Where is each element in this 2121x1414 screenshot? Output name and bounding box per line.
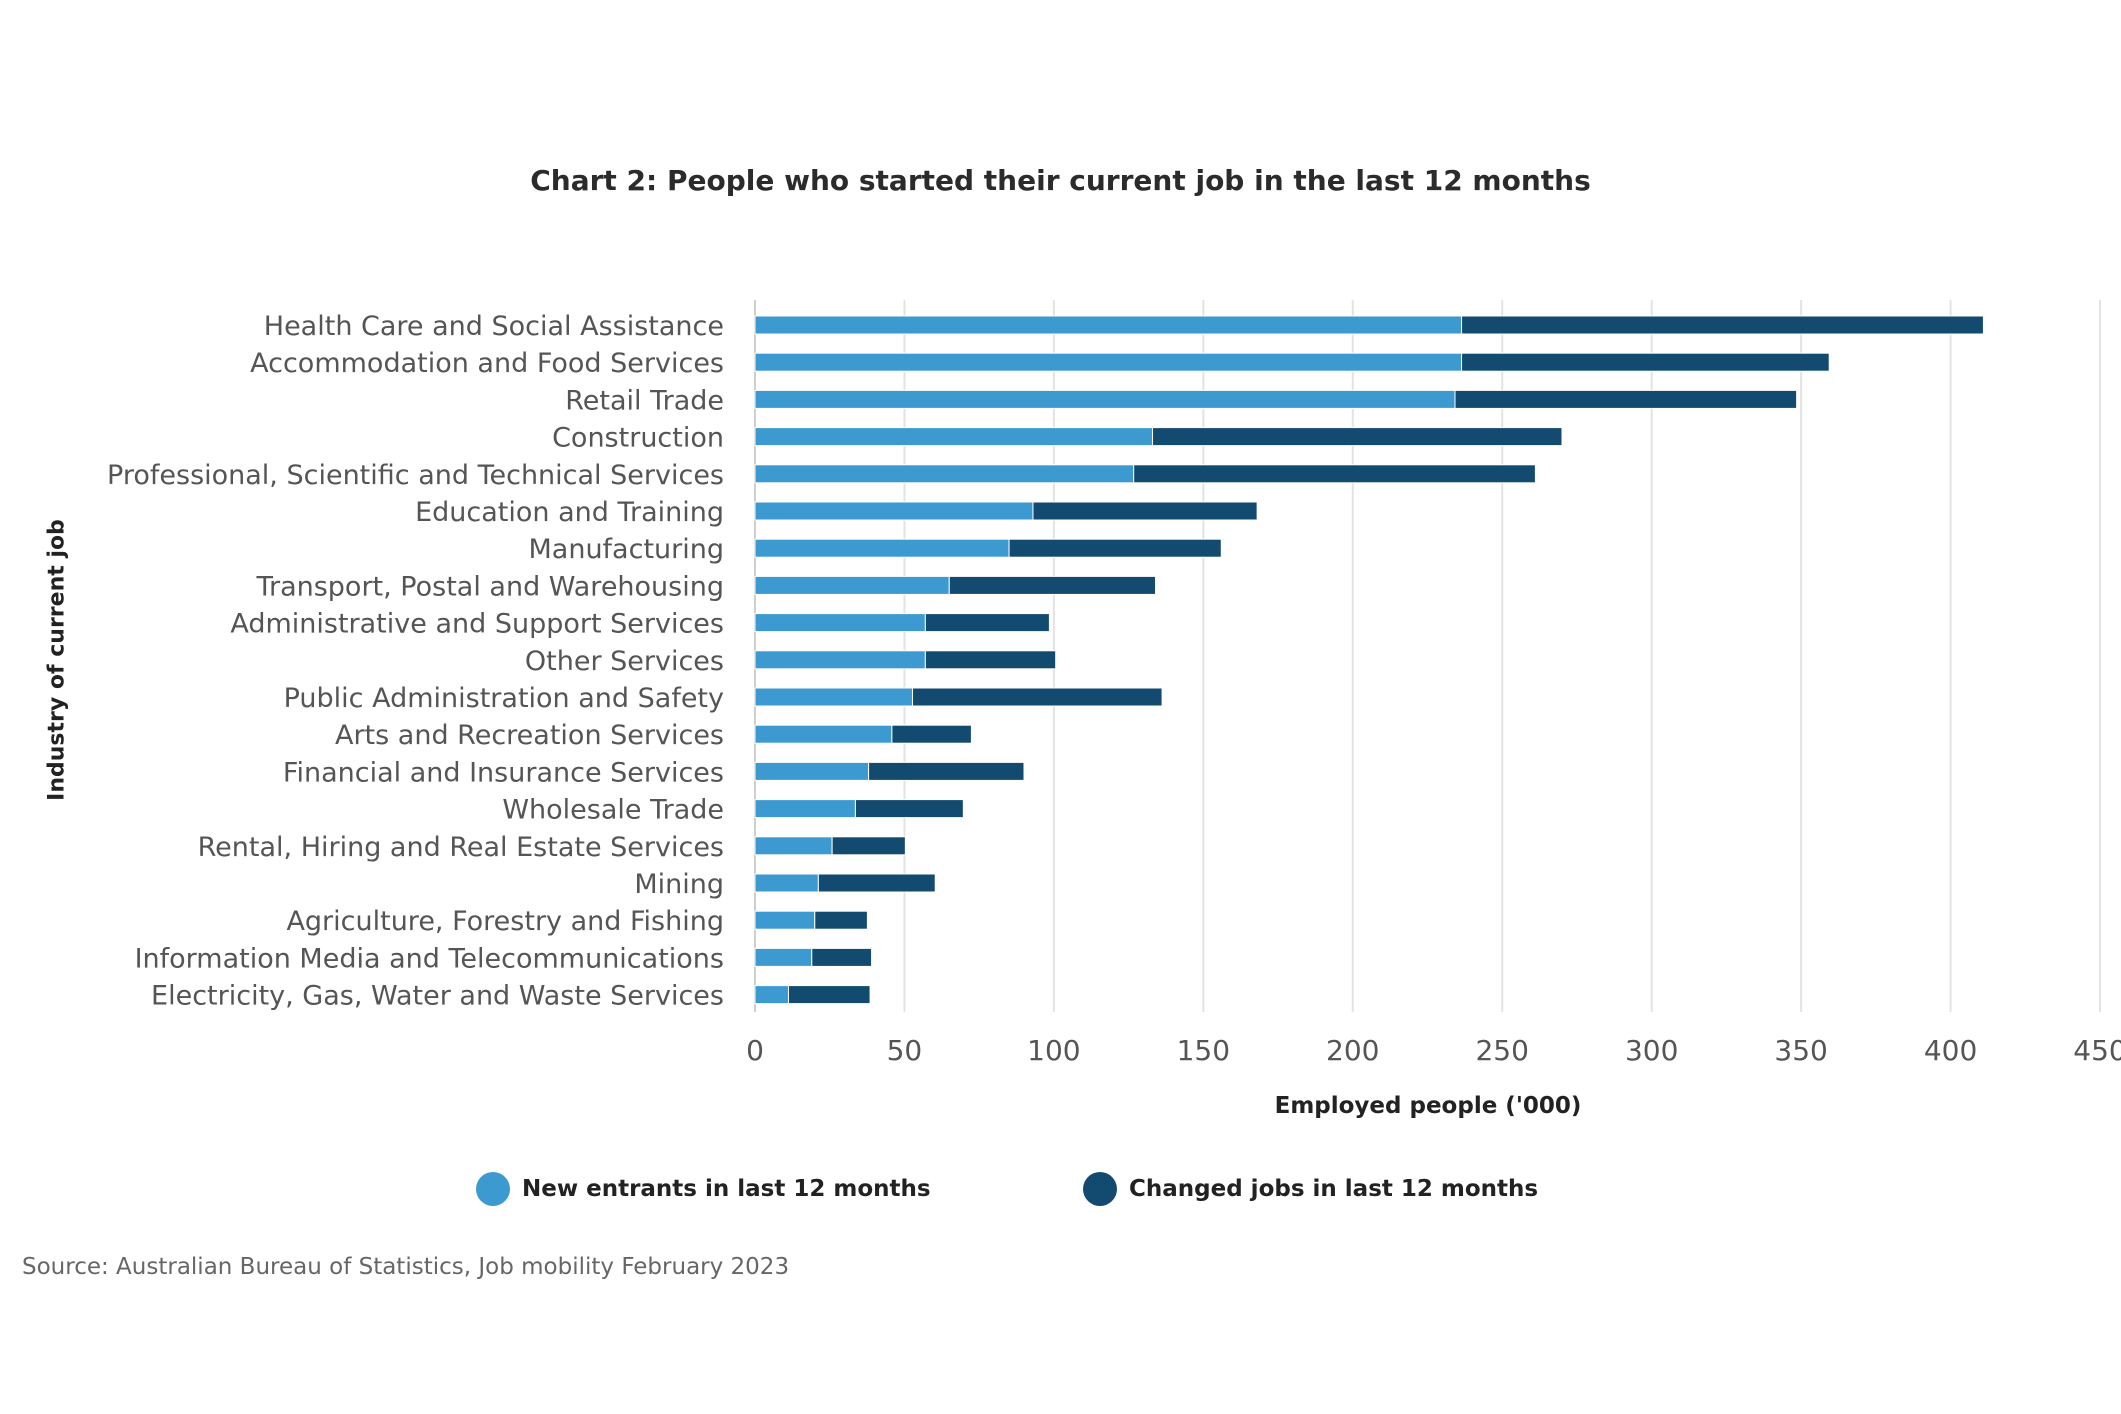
x-tick-label: 250 bbox=[1475, 1034, 1528, 1067]
bar-changed-jobs bbox=[1008, 538, 1222, 558]
y-tick-label: Electricity, Gas, Water and Waste Servic… bbox=[151, 981, 724, 1012]
bar-changed-jobs bbox=[854, 799, 964, 819]
y-tick-label: Retail Trade bbox=[565, 385, 724, 416]
x-tick-label: 0 bbox=[746, 1034, 764, 1067]
bar-changed-jobs bbox=[1152, 427, 1563, 447]
bar-new-entrants bbox=[754, 687, 914, 707]
legend-label: Changed jobs in last 12 months bbox=[1129, 1176, 1539, 1202]
chart-title: Chart 2: People who started their curren… bbox=[530, 164, 1591, 197]
bar-changed-jobs bbox=[1461, 315, 1984, 335]
y-tick-label: Wholesale Trade bbox=[502, 795, 724, 826]
bar-changed-jobs bbox=[787, 985, 871, 1005]
x-tick-label: 50 bbox=[887, 1034, 923, 1067]
bar-new-entrants bbox=[754, 873, 819, 893]
y-tick-label: Construction bbox=[552, 423, 724, 454]
bar-new-entrants bbox=[754, 910, 816, 930]
x-tick-label: 200 bbox=[1326, 1034, 1379, 1067]
bar-changed-jobs bbox=[924, 613, 1050, 633]
bar-new-entrants bbox=[754, 427, 1154, 447]
bar-changed-jobs bbox=[1461, 352, 1830, 372]
bar-changed-jobs bbox=[924, 650, 1057, 670]
y-tick-label: Information Media and Telecommunications bbox=[135, 943, 724, 974]
bar-new-entrants bbox=[754, 724, 893, 744]
y-tick-label: Other Services bbox=[525, 646, 724, 677]
y-tick-label: Education and Training bbox=[415, 497, 724, 528]
bar-changed-jobs bbox=[817, 873, 936, 893]
bar-new-entrants bbox=[754, 613, 926, 633]
x-tick-label: 100 bbox=[1027, 1034, 1080, 1067]
bar-new-entrants bbox=[754, 947, 813, 967]
bar-new-entrants bbox=[754, 464, 1135, 484]
bar-new-entrants bbox=[754, 799, 856, 819]
legend-label: New entrants in last 12 months bbox=[522, 1176, 931, 1202]
bar-changed-jobs bbox=[814, 910, 868, 930]
y-tick-label: Manufacturing bbox=[528, 534, 724, 565]
bar-new-entrants bbox=[754, 389, 1456, 409]
y-tick-label: Arts and Recreation Services bbox=[335, 720, 724, 751]
x-tick-label: 400 bbox=[1924, 1034, 1977, 1067]
y-tick-label: Professional, Scientific and Technical S… bbox=[107, 460, 724, 491]
bar-new-entrants bbox=[754, 761, 870, 781]
x-tick-label: 300 bbox=[1625, 1034, 1678, 1067]
y-tick-label: Transport, Postal and Warehousing bbox=[255, 571, 724, 602]
y-axis-label: Industry of current job bbox=[44, 519, 70, 801]
legend-item-new-entrants: New entrants in last 12 months bbox=[476, 1172, 931, 1206]
bar-changed-jobs bbox=[811, 947, 873, 967]
bar-changed-jobs bbox=[891, 724, 972, 744]
bar-changed-jobs bbox=[1133, 464, 1536, 484]
y-tick-label: Public Administration and Safety bbox=[284, 683, 724, 714]
bar-changed-jobs bbox=[948, 575, 1157, 595]
bar-new-entrants bbox=[754, 352, 1463, 372]
bar-new-entrants bbox=[754, 315, 1463, 335]
x-axis-label: Employed people ('000) bbox=[1274, 1093, 1582, 1119]
legend-item-changed-jobs: Changed jobs in last 12 months bbox=[1083, 1172, 1538, 1206]
x-tick-label: 450 bbox=[2073, 1034, 2121, 1067]
x-tick-label: 150 bbox=[1177, 1034, 1230, 1067]
y-tick-label: Health Care and Social Assistance bbox=[264, 311, 724, 342]
bar-new-entrants bbox=[754, 575, 950, 595]
legend-swatch bbox=[1083, 1172, 1117, 1206]
source-note: Source: Australian Bureau of Statistics,… bbox=[22, 1254, 790, 1280]
y-tick-label: Agriculture, Forestry and Fishing bbox=[286, 906, 724, 937]
bar-new-entrants bbox=[754, 836, 833, 856]
bar-new-entrants bbox=[754, 538, 1010, 558]
y-tick-label: Rental, Hiring and Real Estate Services bbox=[198, 832, 724, 863]
bar-changed-jobs bbox=[831, 836, 906, 856]
bar-changed-jobs bbox=[868, 761, 1025, 781]
y-tick-label: Administrative and Support Services bbox=[230, 609, 724, 640]
y-tick-label: Mining bbox=[634, 869, 724, 900]
legend-swatch bbox=[476, 1172, 510, 1206]
bar-changed-jobs bbox=[912, 687, 1163, 707]
bar-changed-jobs bbox=[1032, 501, 1258, 521]
x-tick-label: 350 bbox=[1774, 1034, 1827, 1067]
bar-new-entrants bbox=[754, 985, 789, 1005]
y-tick-label: Accommodation and Food Services bbox=[250, 348, 724, 379]
bar-changed-jobs bbox=[1454, 389, 1798, 409]
bar-new-entrants bbox=[754, 501, 1034, 521]
bar-new-entrants bbox=[754, 650, 926, 670]
y-tick-label: Financial and Insurance Services bbox=[283, 757, 724, 788]
